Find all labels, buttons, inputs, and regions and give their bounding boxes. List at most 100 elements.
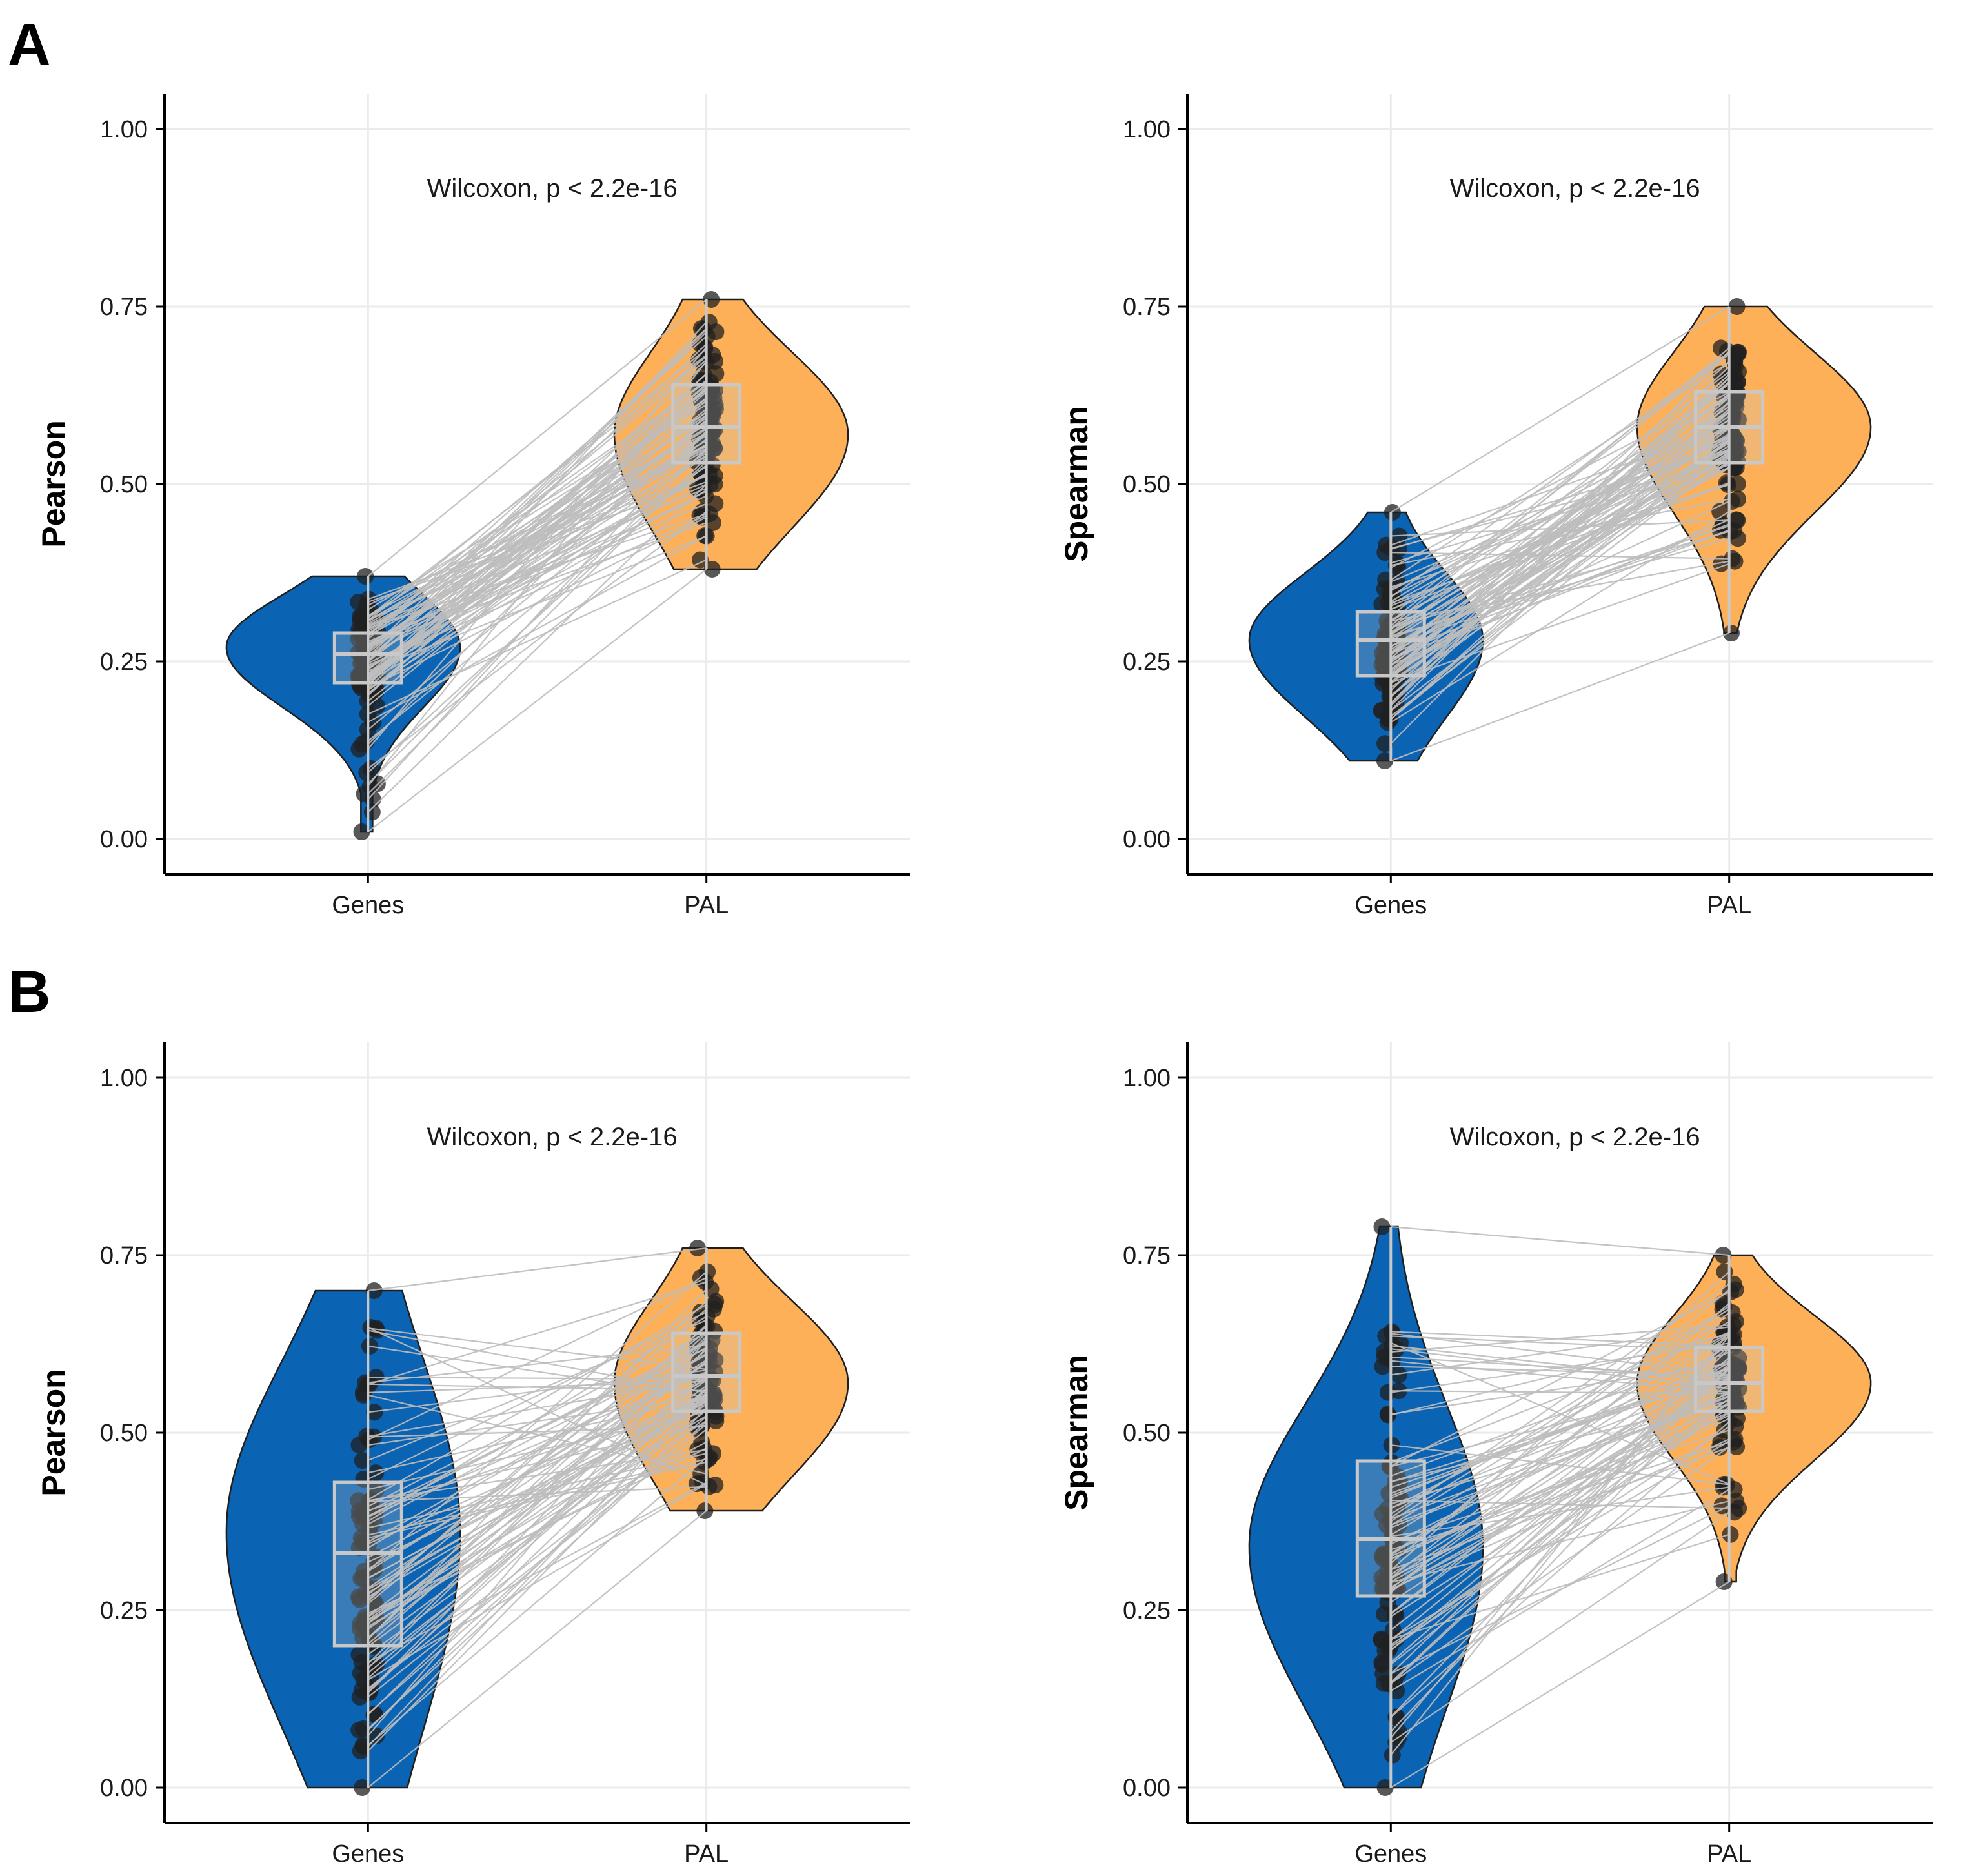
y-axis-title: Pearson xyxy=(35,1369,72,1496)
pair-line xyxy=(1390,450,1730,712)
violin-genes xyxy=(225,575,461,833)
wilcoxon-annotation: Wilcoxon, p < 2.2e-16 xyxy=(1450,174,1700,203)
pair-line xyxy=(1390,1343,1730,1589)
pair-line xyxy=(368,1398,707,1474)
pair-line xyxy=(1390,396,1730,698)
pair-line xyxy=(1390,1320,1730,1526)
point-genes xyxy=(366,1404,383,1421)
y-tick-label: 0.25 xyxy=(100,649,148,676)
x-tick-label-pal: PAL xyxy=(684,892,729,919)
pair-line xyxy=(368,1394,707,1475)
pair-line xyxy=(367,452,707,670)
pair-line xyxy=(1390,1369,1730,1631)
pair-line xyxy=(1390,350,1730,704)
pair-line xyxy=(367,1378,707,1558)
pair-line xyxy=(367,1304,707,1500)
pair-line xyxy=(1390,1421,1730,1718)
y-tick-label: 1.00 xyxy=(100,116,148,143)
point-genes xyxy=(1390,1366,1407,1384)
chart-1: Wilcoxon, p < 2.2e-16 0.00 0.25 0.50 0.75 1.0… xyxy=(35,94,910,919)
pair-line xyxy=(367,535,707,672)
box-pal xyxy=(671,383,742,465)
pair-line xyxy=(1390,1446,1730,1684)
pair-line xyxy=(1390,563,1730,683)
point-genes xyxy=(368,1322,386,1339)
pair-line xyxy=(1391,1360,1729,1393)
wilcoxon-annotation: Wilcoxon, p < 2.2e-16 xyxy=(427,1123,678,1151)
pair-line xyxy=(1390,1366,1730,1495)
wilcoxon-annotation: Wilcoxon, p < 2.2e-16 xyxy=(427,174,678,203)
pair-line xyxy=(368,1397,707,1446)
pair-line xyxy=(367,387,707,676)
pair-line xyxy=(1390,1429,1730,1542)
point-genes xyxy=(354,1451,371,1469)
pair-line xyxy=(1391,1499,1729,1509)
pair-line xyxy=(368,1486,707,1502)
y-tick-label: 0.75 xyxy=(100,1242,148,1269)
y-tick-label: 0.25 xyxy=(1123,1597,1171,1624)
point-genes xyxy=(350,1721,368,1739)
chart-3: Wilcoxon, p < 2.2e-16 0.00 0.25 0.50 0.75 1.0… xyxy=(35,1042,910,1868)
point-genes xyxy=(1376,1779,1394,1796)
y-tick-label: 0.50 xyxy=(1123,1420,1171,1447)
pair-line xyxy=(367,465,707,691)
pair-line xyxy=(1391,1356,1729,1378)
pair-line xyxy=(367,1395,707,1629)
y-tick-label: 1.00 xyxy=(1123,1065,1171,1092)
pair-line xyxy=(1391,1333,1729,1416)
pair-line xyxy=(1390,452,1730,651)
pair-line xyxy=(1390,1360,1730,1499)
point-genes xyxy=(354,736,371,753)
point-genes xyxy=(1376,735,1394,752)
pair-line xyxy=(1390,1398,1730,1591)
pair-line xyxy=(368,1329,707,1394)
box-pal xyxy=(671,1331,742,1413)
pair-line xyxy=(367,516,707,689)
point-pal xyxy=(1729,374,1746,391)
pair-line xyxy=(368,1327,707,1370)
pair-line xyxy=(1390,423,1730,642)
point-pal xyxy=(1718,474,1735,492)
pair-line xyxy=(1390,351,1730,617)
pair-line xyxy=(367,414,707,745)
point-genes xyxy=(1388,1682,1405,1700)
pair-line xyxy=(1390,461,1730,676)
x-tick-label-pal: PAL xyxy=(1707,892,1751,919)
point-pal xyxy=(689,1240,707,1256)
y-tick-label: 0.25 xyxy=(100,1597,148,1624)
pair-line xyxy=(1390,401,1730,667)
wilcoxon-annotation: Wilcoxon, p < 2.2e-16 xyxy=(1450,1123,1700,1151)
y-tick-label: 1.00 xyxy=(100,1065,148,1092)
pair-line xyxy=(367,521,707,647)
y-tick-label: 0.75 xyxy=(100,294,148,321)
pair-line xyxy=(1391,1500,1729,1584)
point-genes xyxy=(361,778,379,795)
point-genes xyxy=(1389,1665,1407,1682)
pair-line xyxy=(367,348,707,621)
pair-line xyxy=(1390,427,1730,679)
pair-line xyxy=(367,461,707,773)
y-tick-label: 0.00 xyxy=(100,826,148,853)
pair-line xyxy=(367,1311,707,1480)
pair-line xyxy=(1390,467,1730,607)
x-tick-label-genes: Genes xyxy=(1354,1841,1427,1868)
point-pal xyxy=(1726,552,1744,570)
pair-line xyxy=(1391,1348,1729,1389)
pair-line xyxy=(1390,306,1730,513)
pair-line xyxy=(1391,1333,1729,1376)
y-axis-title: Spearman xyxy=(1058,1355,1094,1511)
pair-line xyxy=(1390,1308,1730,1522)
pair-line xyxy=(1391,1225,1729,1256)
pair-line xyxy=(1391,449,1729,550)
point-genes xyxy=(1384,504,1401,521)
pair-line xyxy=(367,1482,707,1663)
y-tick-label: 0.50 xyxy=(100,1420,148,1447)
pair-line xyxy=(367,347,707,750)
box-genes xyxy=(332,631,403,685)
pair-line xyxy=(367,1483,707,1680)
x-tick-label-genes: Genes xyxy=(1354,892,1427,919)
point-genes xyxy=(352,612,369,629)
pair-line xyxy=(367,1415,707,1715)
pair-line xyxy=(1390,1344,1730,1556)
